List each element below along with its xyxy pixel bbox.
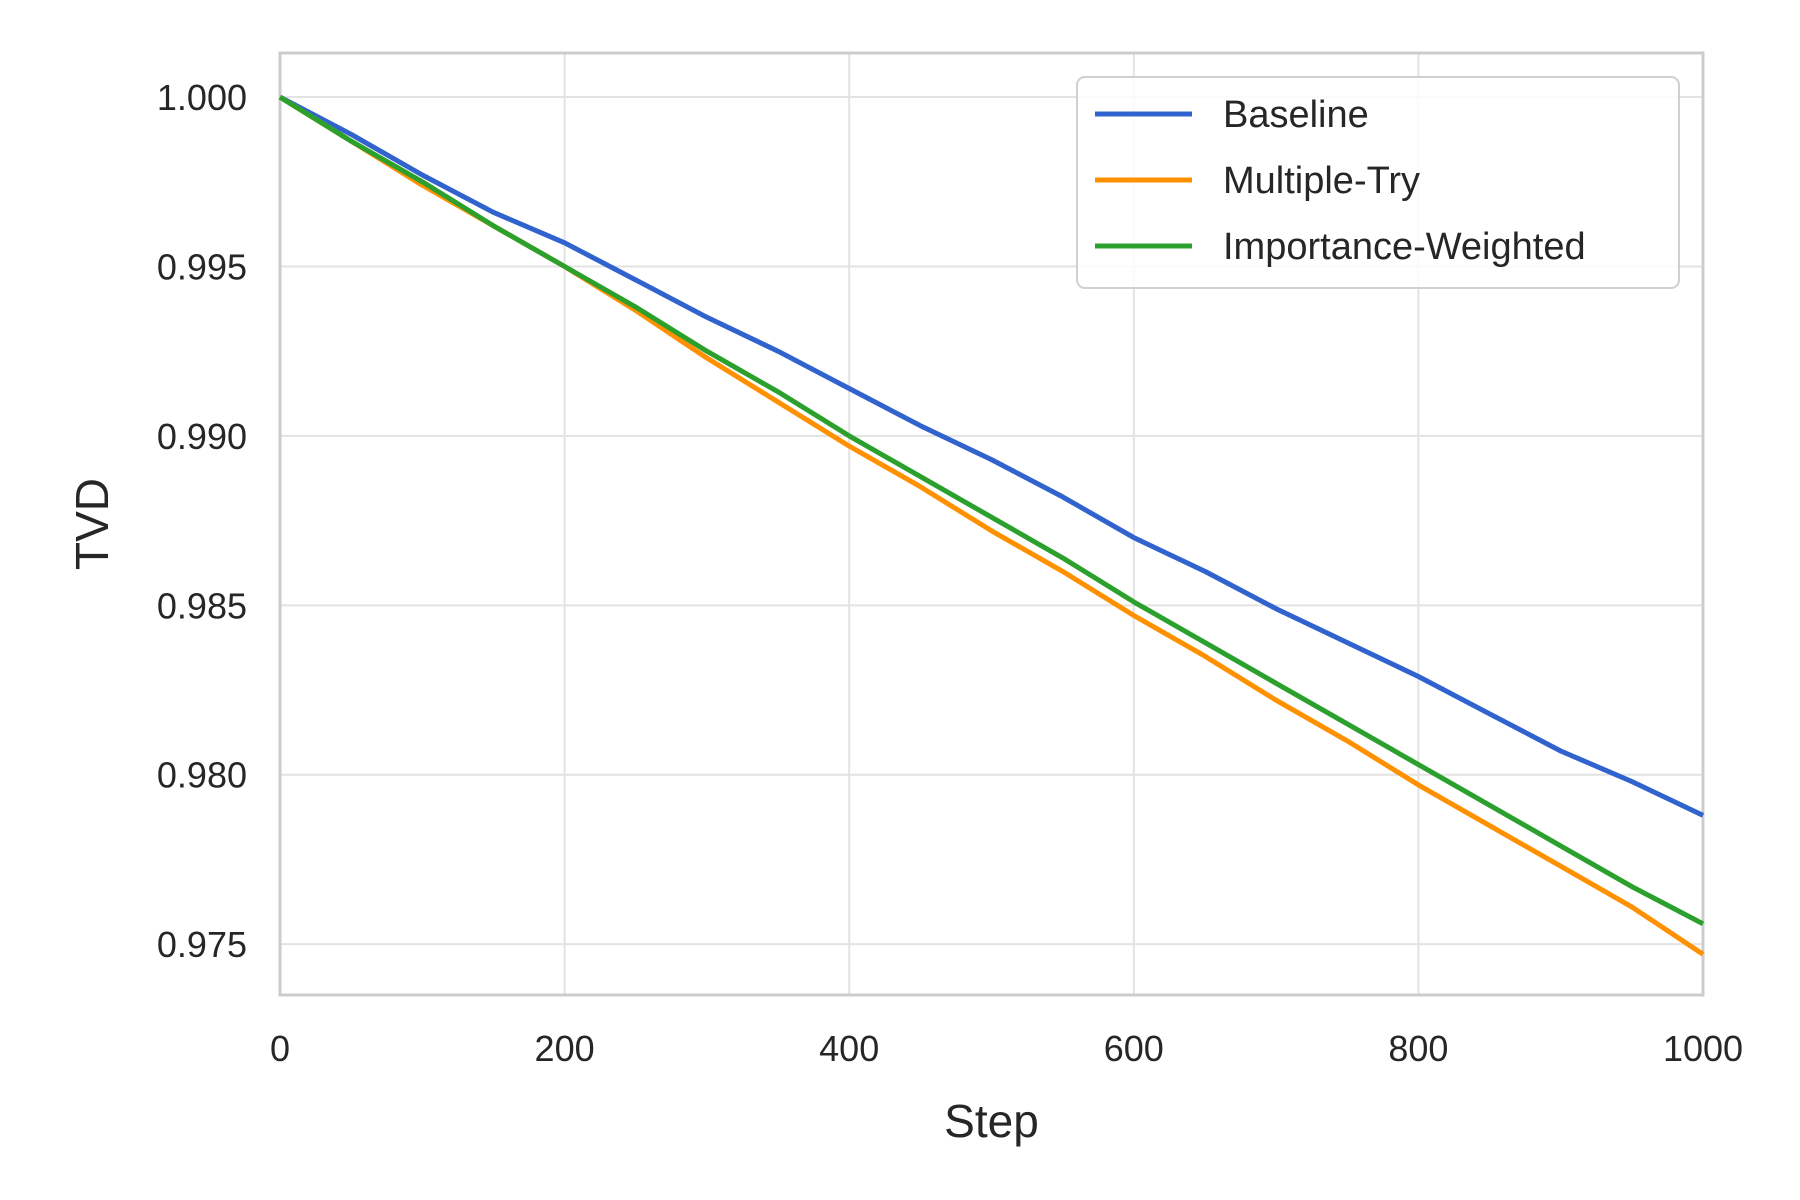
y-tick-labels: 0.975 0.980 0.985 0.990 0.995 1.000	[157, 77, 247, 965]
legend-label-baseline: Baseline	[1223, 94, 1369, 136]
legend-box	[1076, 76, 1680, 289]
x-tick-label-400: 400	[819, 1028, 879, 1069]
series-line-baseline	[278, 94, 1705, 818]
legend-label-multiple-try: Multiple-Try	[1223, 160, 1420, 202]
x-tick-label-800: 800	[1388, 1028, 1448, 1069]
x-tick-labels: 0 200 400 600 800 1000	[270, 1028, 1743, 1069]
x-tick-label-0: 0	[270, 1028, 290, 1069]
y-tick-label-1-000: 1.000	[157, 77, 247, 118]
legend: Baseline Multiple-Try Importance-Weighted	[1076, 76, 1680, 289]
x-tick-label-600: 600	[1104, 1028, 1164, 1069]
y-tick-label-0-980: 0.980	[157, 755, 247, 796]
y-tick-label-0-990: 0.990	[157, 416, 247, 457]
y-tick-label-0-975: 0.975	[157, 924, 247, 965]
y-axis-title: TVD	[66, 478, 118, 570]
x-axis-title: Step	[944, 1095, 1039, 1147]
series-lines	[278, 94, 1705, 957]
plot-frame	[278, 51, 1705, 997]
series-line-importance-weighted	[278, 94, 1705, 927]
y-tick-label-0-995: 0.995	[157, 246, 247, 287]
legend-label-importance-weighted: Importance-Weighted	[1223, 226, 1586, 268]
y-tick-label-0-985: 0.985	[157, 585, 247, 626]
x-tick-label-200: 200	[535, 1028, 595, 1069]
x-tick-label-1000: 1000	[1663, 1028, 1743, 1069]
